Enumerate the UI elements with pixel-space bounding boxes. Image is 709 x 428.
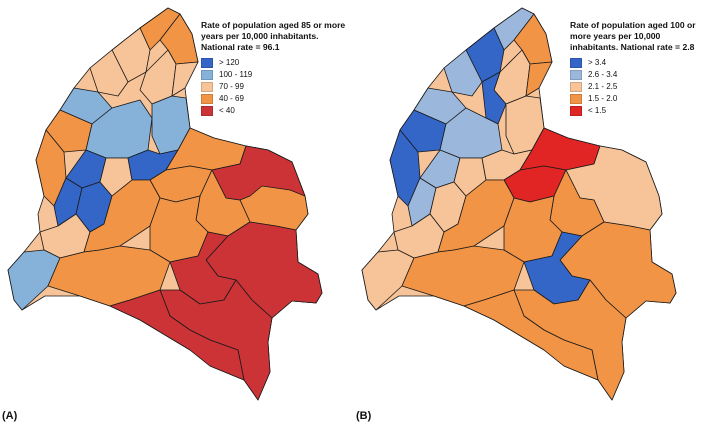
- legend-a-item: 40 - 69: [201, 93, 351, 104]
- map-a-region-vichada: [211, 145, 306, 201]
- legend-a-label: > 120: [219, 58, 240, 67]
- legend-a-label: < 40: [219, 106, 235, 115]
- map-panel-b: Rate of population aged 100 or more year…: [354, 0, 709, 428]
- panel-label-a: (A): [2, 410, 18, 422]
- legend-a-item: 70 - 99: [201, 81, 351, 92]
- legend-b-item: 2.6 - 3.4: [570, 69, 709, 80]
- map-a-region-caqueta: [47, 245, 171, 307]
- legend-b-label: 2.1 - 2.5: [588, 82, 618, 91]
- legend-a-swatch: [201, 105, 213, 116]
- legend-a: Rate of population aged 85 or more years…: [201, 20, 351, 117]
- legend-a-item: 100 - 119: [201, 69, 351, 80]
- legend-a-item: < 40: [201, 105, 351, 116]
- panel-label-b: (B): [356, 410, 372, 422]
- legend-b-swatch: [570, 81, 582, 92]
- map-b-region-caqueta: [401, 245, 525, 307]
- map-b-region-atlantico: [443, 49, 483, 97]
- legend-b-label: < 1.5: [588, 106, 607, 115]
- map-a-region-uraba: [45, 109, 93, 153]
- legend-b-swatch: [570, 105, 582, 116]
- map-a-region-amazonas: [109, 289, 245, 381]
- legend-a-title: Rate of population aged 85 or more years…: [201, 20, 346, 52]
- map-a-region-norte-santander: [171, 61, 199, 97]
- legend-b-swatch: [570, 57, 582, 68]
- legend-a-swatch: [201, 69, 213, 80]
- legend-b-item: > 3.4: [570, 57, 709, 68]
- legend-a-label: 100 - 119: [219, 70, 253, 79]
- legend-a-label: 70 - 99: [219, 82, 244, 91]
- map-b-region-norte-santander: [525, 61, 553, 97]
- legend-b-label: 1.5 - 2.0: [588, 94, 618, 103]
- legend-a-item: > 120: [201, 57, 351, 68]
- legend-a-label: 40 - 69: [219, 94, 244, 103]
- choropleth-map-b: [361, 7, 677, 401]
- legend-b-label: > 3.4: [588, 58, 607, 67]
- map-a-region-atlantico: [89, 49, 129, 97]
- legend-b: Rate of population aged 100 or more year…: [570, 20, 709, 117]
- map-panel-a: Rate of population aged 85 or more years…: [0, 0, 354, 428]
- legend-b-item: 1.5 - 2.0: [570, 93, 709, 104]
- legend-b-swatch: [570, 69, 582, 80]
- legend-a-swatch: [201, 57, 213, 68]
- legend-b-label: 2.6 - 3.4: [588, 70, 618, 79]
- map-b-region-uraba: [399, 109, 447, 153]
- legend-b-item: 2.1 - 2.5: [570, 81, 709, 92]
- map-b-region-amazonas: [463, 289, 599, 381]
- legend-b-title: Rate of population aged 100 or more year…: [570, 20, 696, 52]
- legend-a-swatch: [201, 81, 213, 92]
- choropleth-map-a: [7, 7, 323, 401]
- legend-a-swatch: [201, 93, 213, 104]
- legend-b-item: < 1.5: [570, 105, 709, 116]
- legend-b-swatch: [570, 93, 582, 104]
